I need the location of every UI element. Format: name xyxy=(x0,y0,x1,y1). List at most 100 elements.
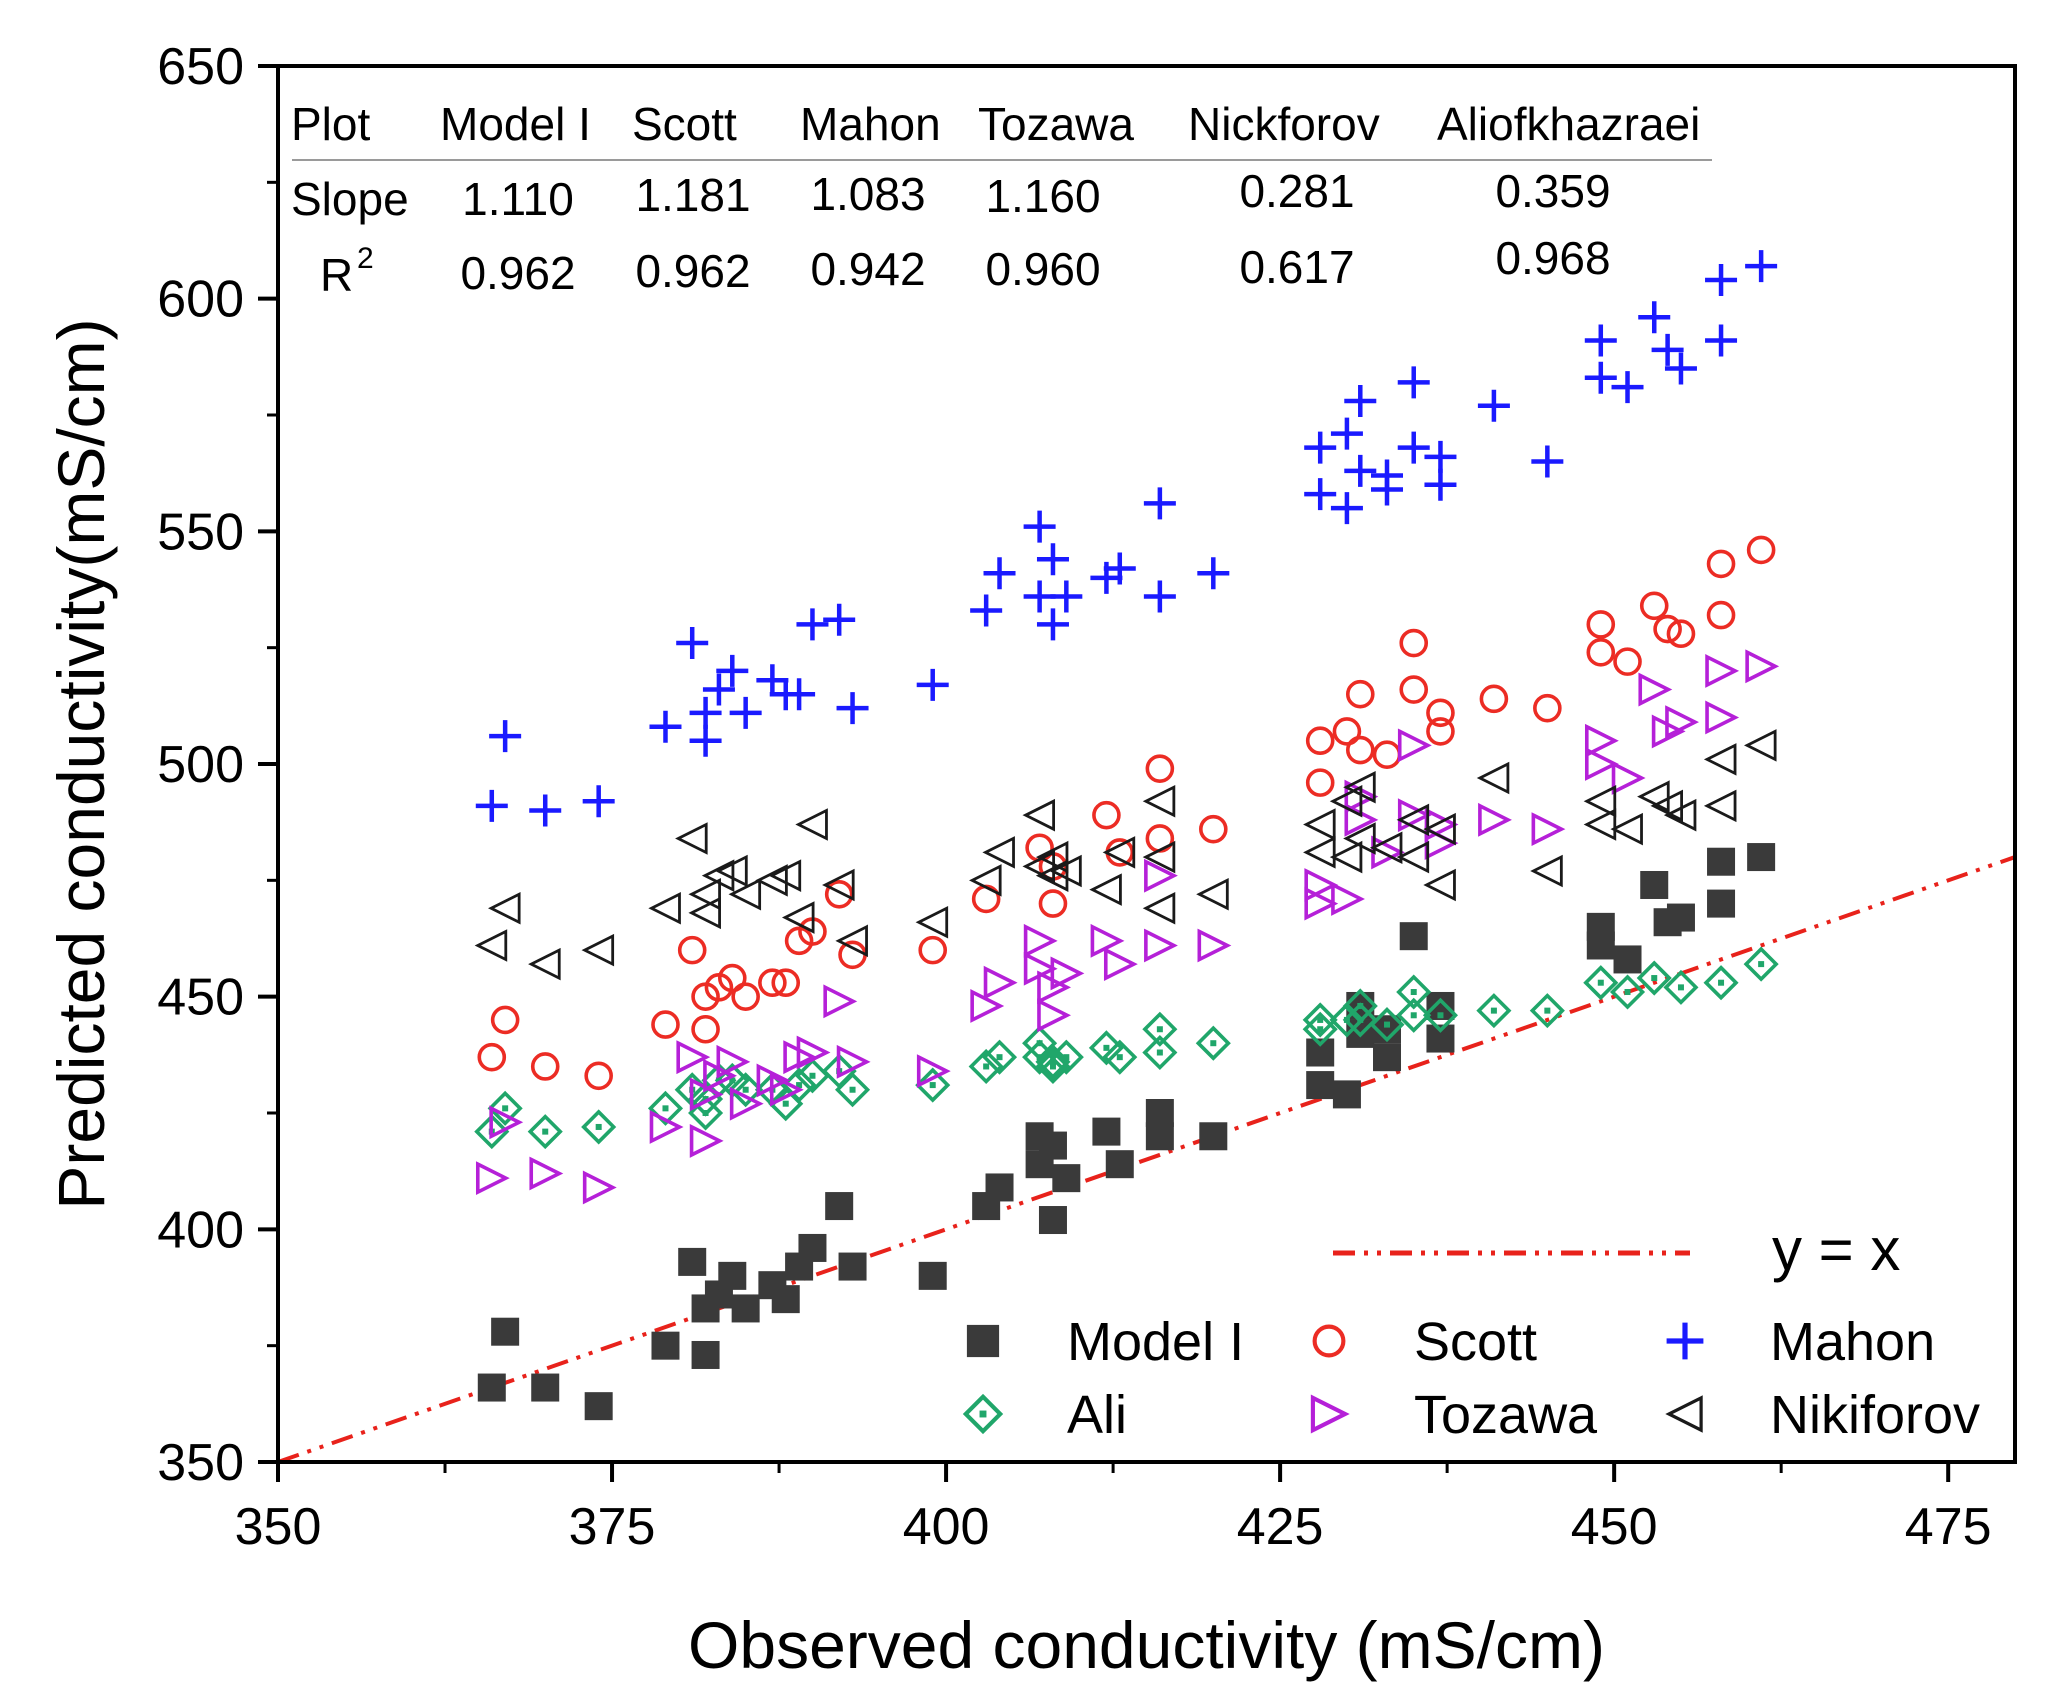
triangle-left-mark xyxy=(1369,831,1403,865)
triangle-left-mark xyxy=(675,822,708,855)
data-point-nikiforov xyxy=(1329,840,1363,874)
stats-slope-value: 1.181 xyxy=(635,169,750,221)
triangle-left-mark xyxy=(1142,891,1176,925)
stats-r-squared-value: 0.942 xyxy=(810,243,925,295)
stats-slope-value: 1.160 xyxy=(985,170,1100,222)
triangle-right-mark xyxy=(475,1161,510,1196)
square-mark xyxy=(678,1247,707,1276)
diamond-mark xyxy=(1035,1044,1071,1080)
square-mark xyxy=(1145,1099,1174,1127)
data-point-tozawa xyxy=(1304,886,1339,921)
data-point-model-i xyxy=(584,1392,613,1421)
data-point-mahon xyxy=(716,654,749,687)
data-point-nikiforov xyxy=(1637,780,1670,813)
diamond-center-dot xyxy=(849,1086,856,1093)
plus-mark xyxy=(1050,580,1083,613)
stats-header-tozawa: Tozawa xyxy=(978,98,1134,150)
square-mark xyxy=(1586,912,1615,941)
y-tick-label: 650 xyxy=(157,38,244,96)
square-mark xyxy=(985,1173,1014,1202)
y-tick-label: 600 xyxy=(157,271,244,329)
triangle-left-mark xyxy=(528,947,561,981)
diamond-center-dot xyxy=(809,1072,816,1079)
y-tick-label: 350 xyxy=(157,1434,244,1492)
data-point-mahon xyxy=(1638,301,1671,334)
reference-line-y-equals-x xyxy=(277,855,2016,1464)
diamond-mark xyxy=(728,1072,764,1108)
data-point-tozawa xyxy=(1144,858,1178,893)
diamond-mark xyxy=(1396,997,1432,1033)
diamond-center-dot xyxy=(1384,1021,1391,1028)
stats-r-squared-value: 0.962 xyxy=(635,245,750,297)
legend-label-model-i: Model I xyxy=(1067,1312,1244,1372)
diamond-mark xyxy=(1663,969,1699,1005)
data-point-tozawa xyxy=(1331,882,1365,916)
axes: 350 375 400 425 450 475 350 400 450 500 550 600 650 xyxy=(157,38,1991,1556)
legend-label-y-equals-x: y = x xyxy=(1772,1216,1900,1283)
data-point-model-i xyxy=(1038,1206,1067,1235)
data-point-model-i xyxy=(1747,843,1776,872)
data-point-model-i xyxy=(1092,1117,1121,1146)
plus-mark xyxy=(783,678,816,711)
x-tick-label: 400 xyxy=(903,1498,990,1556)
triangle-right-mark xyxy=(983,965,1018,1000)
data-point-model-i xyxy=(1373,1043,1402,1072)
data-point-mahon xyxy=(689,696,722,729)
plus-mark xyxy=(970,594,1003,627)
plus-mark xyxy=(823,603,856,636)
stats-header-plot: Plot xyxy=(291,98,370,150)
circle-mark xyxy=(731,982,760,1011)
circle-mark xyxy=(691,1014,720,1044)
diamond-center-dot xyxy=(1357,1016,1364,1023)
data-point-scott xyxy=(1426,698,1455,728)
triangle-left-mark xyxy=(1035,859,1069,892)
plus-mark xyxy=(756,664,789,697)
triangle-left-mark xyxy=(1423,868,1456,902)
plus-mark xyxy=(1023,580,1056,613)
data-point-nikiforov xyxy=(1035,840,1069,874)
legend-item-nikiforov: Nikiforov xyxy=(1665,1385,1980,1445)
triangle-right-mark xyxy=(689,1124,724,1158)
square-mark xyxy=(1038,1206,1067,1235)
data-point-mahon xyxy=(756,664,789,697)
circle-mark xyxy=(1706,549,1736,579)
triangle-left-mark xyxy=(1049,854,1082,888)
circle-mark xyxy=(1426,717,1455,746)
data-point-mahon xyxy=(983,557,1016,590)
series-model-i xyxy=(477,843,1776,1421)
data-point-nikiforov xyxy=(1583,808,1617,841)
x-tick-label: 425 xyxy=(1237,1498,1324,1556)
diamond-mark xyxy=(487,1090,523,1126)
data-point-tozawa xyxy=(1705,700,1740,735)
data-point-mahon xyxy=(1397,431,1430,464)
y-tick-label: 400 xyxy=(157,1201,244,1259)
data-point-tozawa xyxy=(1397,798,1432,833)
data-point-tozawa xyxy=(796,1035,831,1070)
data-point-model-i xyxy=(1613,945,1642,974)
triangle-right-mark xyxy=(489,1105,524,1140)
triangle-right-mark xyxy=(1331,882,1365,916)
circle-mark xyxy=(1479,684,1509,714)
triangle-right-mark xyxy=(1304,868,1339,902)
diamond-center-dot xyxy=(929,1082,936,1089)
square-mark xyxy=(1306,1071,1335,1100)
data-point-mahon xyxy=(1705,324,1738,357)
data-point-mahon xyxy=(1611,371,1644,404)
legend-item-tozawa: Tozawa xyxy=(1310,1385,1598,1445)
triangle-left-mark xyxy=(768,859,802,892)
triangle-right-mark xyxy=(529,1156,564,1191)
diamond-mark xyxy=(647,1090,684,1126)
data-point-nikiforov xyxy=(1343,771,1376,804)
triangle-right-mark xyxy=(1050,956,1085,991)
circle-mark xyxy=(1653,614,1682,644)
data-point-nikiforov xyxy=(1022,798,1056,832)
data-point-scott xyxy=(824,879,854,909)
plus-mark xyxy=(1705,264,1738,297)
data-point-scott xyxy=(530,1052,560,1081)
diamond-mark xyxy=(1636,960,1672,996)
square-mark xyxy=(584,1392,613,1421)
data-point-nikiforov xyxy=(1396,840,1430,874)
triangle-right-mark xyxy=(729,1086,764,1121)
data-point-model-i xyxy=(918,1261,947,1290)
triangle-left-mark xyxy=(1196,878,1229,911)
